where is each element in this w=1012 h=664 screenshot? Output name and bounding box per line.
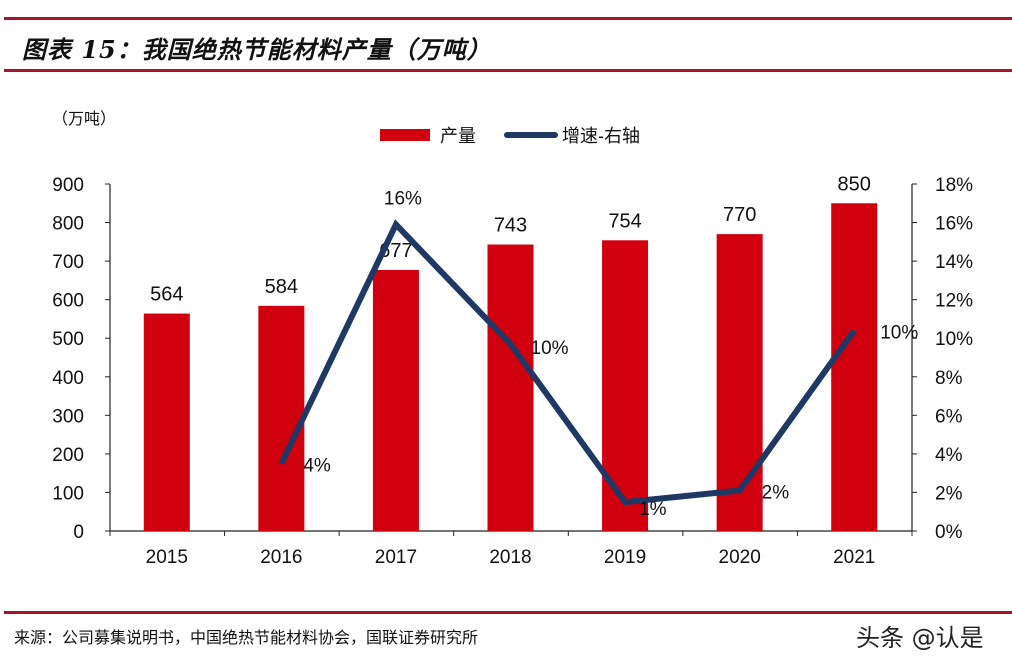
right-tick-label: 10% xyxy=(935,329,973,350)
left-tick-label: 300 xyxy=(52,406,84,427)
left-tick-label: 700 xyxy=(52,252,84,273)
line-label: 2% xyxy=(762,483,790,504)
bar xyxy=(487,244,534,531)
growth-line xyxy=(278,219,857,506)
line-label: 10% xyxy=(531,338,569,359)
right-tick-label: 4% xyxy=(935,445,963,466)
right-tick-label: 2% xyxy=(935,483,963,504)
bar-label: 770 xyxy=(723,204,756,226)
x-tick-label: 2021 xyxy=(833,547,875,568)
bar-label: 743 xyxy=(494,215,527,237)
bar xyxy=(143,313,190,531)
left-tick-label: 400 xyxy=(52,368,84,389)
right-tick-label: 6% xyxy=(935,406,963,427)
right-tick-label: 8% xyxy=(935,368,963,389)
watermark: 头条 @认是 xyxy=(856,624,984,652)
x-tick-label: 2020 xyxy=(719,547,761,568)
left-tick-label: 900 xyxy=(52,175,84,196)
x-tick-label: 2017 xyxy=(375,547,417,568)
bar xyxy=(602,240,649,531)
y-axis-label: （万吨） xyxy=(52,110,116,128)
top-rule xyxy=(4,17,1012,20)
right-tick-label: 14% xyxy=(935,252,973,273)
x-tick-label: 2015 xyxy=(146,547,188,568)
left-tick-label: 500 xyxy=(52,329,84,350)
footer-rule xyxy=(4,611,1012,614)
bar xyxy=(716,234,763,531)
bar-label: 850 xyxy=(838,173,871,195)
bar xyxy=(258,305,305,531)
right-tick-label: 18% xyxy=(935,175,973,196)
left-tick-label: 0 xyxy=(73,522,84,543)
legend-label-bar: 产量 xyxy=(440,126,476,146)
right-tick-label: 12% xyxy=(935,291,973,312)
line-label: 16% xyxy=(384,188,422,209)
legend-swatch-bar xyxy=(380,129,430,141)
legend-label-line: 增速-右轴 xyxy=(562,126,640,146)
bar-label: 754 xyxy=(608,210,641,232)
bar-label: 564 xyxy=(150,284,183,306)
left-tick-label: 100 xyxy=(52,483,84,504)
line-label: 1% xyxy=(639,499,667,520)
line-label: 4% xyxy=(303,456,331,477)
line-label: 10% xyxy=(880,323,918,344)
bar xyxy=(372,269,419,531)
x-tick-label: 2018 xyxy=(489,547,531,568)
x-tick-label: 2019 xyxy=(604,547,646,568)
right-tick-label: 16% xyxy=(935,214,973,235)
right-tick-label: 0% xyxy=(935,522,963,543)
chart-title: 图表 15：我国绝热节能材料产量（万吨） xyxy=(22,35,492,64)
x-tick-label: 2016 xyxy=(260,547,302,568)
bar xyxy=(831,203,878,531)
bar-label: 584 xyxy=(265,276,298,298)
left-tick-label: 600 xyxy=(52,291,84,312)
left-tick-label: 200 xyxy=(52,445,84,466)
source-note: 来源：公司募集说明书，中国绝热节能材料协会，国联证券研究所 xyxy=(14,628,479,647)
left-tick-label: 800 xyxy=(52,214,84,235)
title-rule xyxy=(4,69,1012,72)
